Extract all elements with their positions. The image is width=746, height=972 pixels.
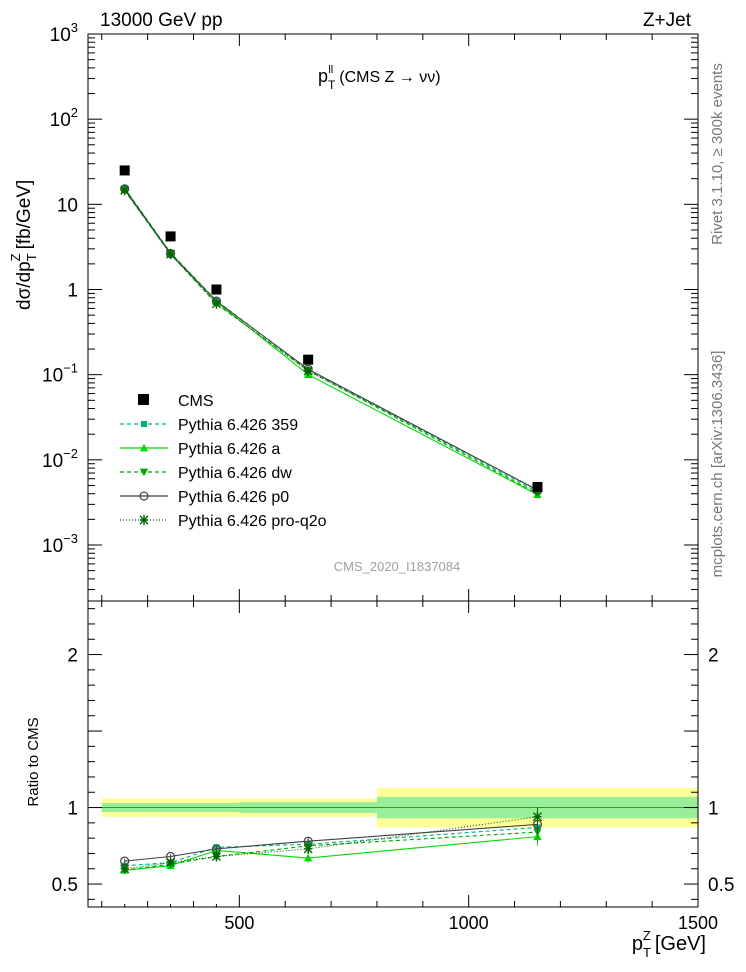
x-tick-label: 500 (224, 913, 254, 933)
series-point-ratio (303, 843, 313, 854)
ratio-tick-label-right: 1 (708, 799, 719, 820)
header-right: Z+Jet (643, 10, 692, 31)
main-series-group (120, 184, 543, 499)
x-tick-label: 1500 (678, 913, 718, 933)
series-point-main (211, 298, 221, 309)
cms-data-point (303, 354, 314, 365)
legend-marker-cms (138, 394, 149, 405)
legend-label: Pythia 6.426 p0 (178, 489, 289, 506)
series-point-ratio (166, 857, 176, 868)
y-tick-label: 10−3 (42, 531, 78, 557)
legend-marker (139, 491, 149, 501)
x-axis-label: pTZ [GeV] (632, 928, 706, 960)
series-point-main (166, 249, 176, 260)
ratio-tick-label-left: 1 (67, 799, 78, 820)
cms-data-point (211, 284, 222, 295)
legend-label: Pythia 6.426 dw (178, 465, 292, 482)
legend-marker (141, 421, 147, 427)
legend-label: Pythia 6.426 359 (178, 417, 298, 434)
y-tick-label: 1 (67, 280, 78, 301)
series-line-main (124, 190, 538, 495)
ratio-frame (87, 600, 699, 908)
series-line-main (124, 190, 538, 490)
main-x-ticks (101, 34, 699, 601)
series-point-ratio (120, 863, 130, 874)
y-axis-label: dσ/dpTZ[fb/GeV] (8, 180, 39, 310)
ratio-series-group (120, 807, 543, 875)
y-tick-label: 10−2 (42, 446, 78, 472)
analysis-id: CMS_2020_I1837084 (334, 559, 461, 574)
series-point-ratio (532, 811, 542, 822)
header-left: 13000 GeV pp (100, 10, 223, 31)
cms-data-point (532, 481, 543, 492)
legend-marker (139, 515, 149, 525)
legend-label: Pythia 6.426 pro-q2o (178, 513, 327, 530)
series-point-ratio (211, 851, 221, 862)
legend-marker (139, 468, 149, 477)
ratio-panel: 500 1000 1500 0.5 0.5 1 1 2 2 (52, 600, 734, 933)
rivet-label: Rivet 3.1.10, ≥ 300k events (709, 63, 726, 245)
ratio-y-ticks: 0.5 0.5 1 1 2 2 (52, 608, 734, 900)
y-tick-label: 103 (50, 20, 78, 46)
y-tick-label: 102 (50, 105, 78, 131)
y-tick-label: 10−1 (42, 361, 78, 387)
legend: CMS Pythia 6.426 359 Pythia 6.426 a Pythia … (120, 393, 327, 530)
legend-label-cms: CMS (178, 393, 214, 410)
series-point-main (303, 366, 313, 377)
plot-title: pTll (CMS Z → νν) (318, 64, 441, 92)
series-line-ratio (124, 831, 538, 871)
cms-data-point (165, 231, 176, 242)
cms-data-group (119, 165, 543, 492)
y-tick-label: 10 (57, 195, 78, 216)
ratio-tick-label-right: 2 (708, 646, 719, 667)
legend-marker (139, 443, 149, 452)
cms-data-point (119, 165, 130, 176)
cms-uncertainty-bands-ratio (101, 787, 698, 828)
mcplots-label: mcplots.cern.ch [arXiv:1306.3436] (709, 351, 726, 578)
ratio-y-label: Ratio to CMS (25, 717, 42, 806)
ratio-tick-label-left: 0.5 (52, 875, 78, 896)
ratio-x-ticks: 500 1000 1500 (101, 601, 718, 933)
ratio-tick-label-left: 2 (67, 646, 78, 667)
x-tick-label: 1000 (449, 913, 489, 933)
series-point-main (120, 185, 130, 196)
series-point-ratio (303, 853, 313, 862)
series-line-ratio (124, 816, 538, 870)
legend-label: Pythia 6.426 a (178, 441, 280, 458)
ratio-tick-label-right: 0.5 (708, 875, 734, 896)
